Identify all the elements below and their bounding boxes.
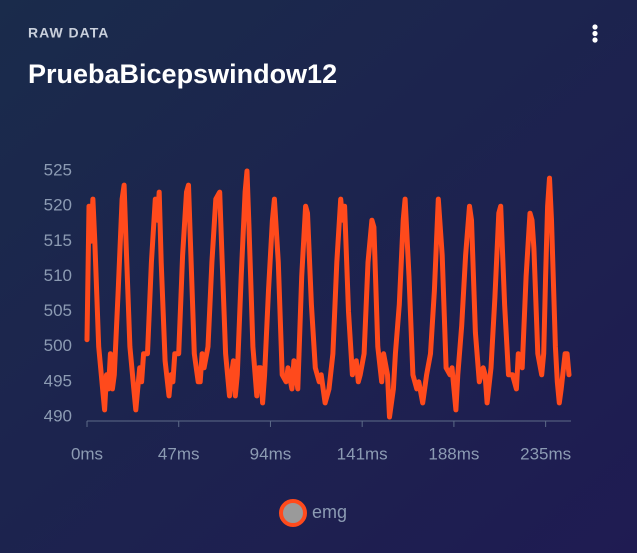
legend-label: emg bbox=[312, 502, 347, 522]
y-tick-label: 510 bbox=[44, 266, 72, 285]
y-tick-label: 495 bbox=[44, 371, 72, 390]
x-tick-label: 141ms bbox=[337, 444, 388, 463]
legend-marker bbox=[279, 499, 307, 527]
x-tick-label: 0ms bbox=[71, 444, 103, 463]
y-tick-label: 505 bbox=[44, 301, 72, 320]
y-tick-label: 525 bbox=[44, 161, 72, 180]
line-series bbox=[84, 168, 572, 420]
menu-button[interactable] bbox=[592, 24, 598, 43]
x-tick-label: 235ms bbox=[520, 444, 571, 463]
y-tick-label: 500 bbox=[44, 336, 72, 355]
y-tick-label: 520 bbox=[44, 196, 72, 215]
y-tick-label: 490 bbox=[44, 406, 72, 425]
x-tick-label: 94ms bbox=[250, 444, 292, 463]
y-tick-label: 515 bbox=[44, 231, 72, 250]
card-label: RAW DATA bbox=[28, 25, 109, 41]
x-tick-label: 47ms bbox=[158, 444, 200, 463]
x-tick-label: 188ms bbox=[428, 444, 479, 463]
chart-title: PruebaBicepswindow12 bbox=[28, 59, 337, 89]
